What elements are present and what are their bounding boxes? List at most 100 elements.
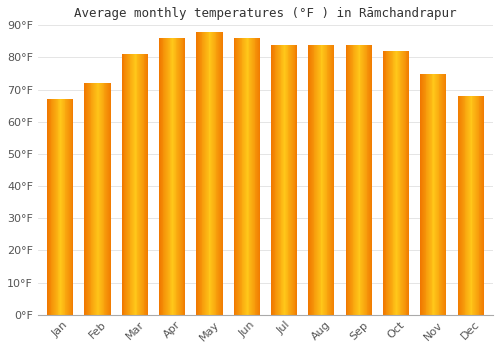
Bar bbox=[317, 44, 318, 315]
Bar bbox=[107, 83, 108, 315]
Bar bbox=[424, 74, 426, 315]
Bar bbox=[396, 51, 397, 315]
Bar bbox=[408, 51, 409, 315]
Bar bbox=[467, 96, 468, 315]
Bar bbox=[286, 44, 288, 315]
Bar bbox=[292, 44, 293, 315]
Bar bbox=[49, 99, 50, 315]
Bar bbox=[219, 32, 220, 315]
Bar bbox=[384, 51, 386, 315]
Bar bbox=[476, 96, 477, 315]
Bar bbox=[482, 96, 483, 315]
Bar bbox=[54, 99, 55, 315]
Bar bbox=[237, 38, 238, 315]
Bar bbox=[64, 99, 66, 315]
Bar bbox=[248, 38, 250, 315]
Bar bbox=[200, 32, 201, 315]
Bar bbox=[84, 83, 86, 315]
Bar bbox=[236, 38, 237, 315]
Bar bbox=[246, 38, 247, 315]
Bar bbox=[310, 44, 311, 315]
Bar bbox=[172, 38, 173, 315]
Bar bbox=[478, 96, 480, 315]
Bar bbox=[214, 32, 216, 315]
Bar bbox=[400, 51, 402, 315]
Bar bbox=[221, 32, 222, 315]
Bar bbox=[314, 44, 316, 315]
Bar bbox=[240, 38, 242, 315]
Bar bbox=[434, 74, 435, 315]
Bar bbox=[89, 83, 90, 315]
Bar bbox=[288, 44, 290, 315]
Bar bbox=[128, 54, 130, 315]
Bar bbox=[257, 38, 258, 315]
Bar bbox=[202, 32, 203, 315]
Bar bbox=[438, 74, 440, 315]
Bar bbox=[397, 51, 398, 315]
Bar bbox=[69, 99, 70, 315]
Bar bbox=[398, 51, 400, 315]
Bar bbox=[480, 96, 481, 315]
Bar bbox=[220, 32, 221, 315]
Bar bbox=[174, 38, 175, 315]
Bar bbox=[332, 44, 334, 315]
Bar bbox=[47, 99, 48, 315]
Bar bbox=[67, 99, 68, 315]
Bar bbox=[100, 83, 101, 315]
Bar bbox=[170, 38, 172, 315]
Bar bbox=[127, 54, 128, 315]
Bar bbox=[208, 32, 210, 315]
Bar bbox=[406, 51, 408, 315]
Bar bbox=[175, 38, 176, 315]
Bar bbox=[55, 99, 56, 315]
Bar bbox=[356, 44, 357, 315]
Bar bbox=[198, 32, 199, 315]
Bar bbox=[168, 38, 170, 315]
Bar bbox=[124, 54, 125, 315]
Bar bbox=[178, 38, 179, 315]
Bar bbox=[423, 74, 424, 315]
Bar bbox=[276, 44, 277, 315]
Bar bbox=[462, 96, 463, 315]
Bar bbox=[250, 38, 251, 315]
Bar bbox=[458, 96, 460, 315]
Bar bbox=[101, 83, 102, 315]
Bar bbox=[421, 74, 422, 315]
Bar bbox=[135, 54, 136, 315]
Bar bbox=[62, 99, 63, 315]
Bar bbox=[283, 44, 284, 315]
Bar bbox=[394, 51, 395, 315]
Bar bbox=[316, 44, 317, 315]
Bar bbox=[429, 74, 430, 315]
Bar bbox=[466, 96, 467, 315]
Bar bbox=[437, 74, 438, 315]
Bar bbox=[386, 51, 388, 315]
Bar bbox=[309, 44, 310, 315]
Bar bbox=[311, 44, 312, 315]
Bar bbox=[142, 54, 144, 315]
Bar bbox=[308, 44, 309, 315]
Bar bbox=[351, 44, 352, 315]
Bar bbox=[444, 74, 446, 315]
Bar bbox=[392, 51, 394, 315]
Bar bbox=[164, 38, 165, 315]
Bar bbox=[181, 38, 182, 315]
Bar bbox=[126, 54, 127, 315]
Bar bbox=[441, 74, 442, 315]
Bar bbox=[125, 54, 126, 315]
Bar bbox=[196, 32, 198, 315]
Bar bbox=[403, 51, 404, 315]
Bar bbox=[140, 54, 141, 315]
Bar bbox=[475, 96, 476, 315]
Bar bbox=[349, 44, 350, 315]
Bar bbox=[470, 96, 472, 315]
Bar bbox=[426, 74, 428, 315]
Bar bbox=[161, 38, 162, 315]
Bar bbox=[94, 83, 95, 315]
Bar bbox=[50, 99, 51, 315]
Bar bbox=[205, 32, 206, 315]
Bar bbox=[346, 44, 348, 315]
Bar bbox=[271, 44, 272, 315]
Bar bbox=[254, 38, 256, 315]
Bar bbox=[312, 44, 314, 315]
